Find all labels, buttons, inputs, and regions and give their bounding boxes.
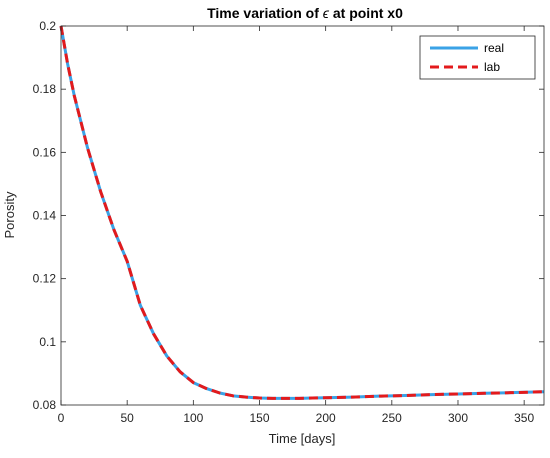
x-axis-label: Time [days] <box>269 431 336 446</box>
legend-label-lab: lab <box>484 60 500 74</box>
series-layer <box>59 25 545 400</box>
y-axis-label: Porosity <box>2 191 17 238</box>
plot-frame <box>60 25 545 406</box>
y-tick-label: 0.12 <box>33 272 57 286</box>
y-tick-label: 0.1 <box>39 335 56 349</box>
x-tick-label: 300 <box>448 411 468 425</box>
x-tick-label: 0 <box>58 411 65 425</box>
x-tick-label: 350 <box>514 411 534 425</box>
plot-background <box>61 26 544 405</box>
chart-title: Time variation of ϵ at point x0 <box>207 5 403 21</box>
series-line-lab <box>59 25 545 400</box>
y-tick-label: 0.08 <box>33 398 57 412</box>
y-tick-label: 0.16 <box>33 145 57 159</box>
legend-box <box>419 35 536 80</box>
x-tick-label: 100 <box>183 411 203 425</box>
x-tick-label: 250 <box>382 411 402 425</box>
legend: real lab <box>419 35 536 80</box>
x-tick-label: 150 <box>249 411 269 425</box>
chart-title-prefix: Time variation of <box>207 5 323 21</box>
y-tick-label: 0.14 <box>33 209 57 223</box>
chart-title-symbol: ϵ <box>323 5 330 21</box>
y-tick-label: 0.18 <box>33 82 57 96</box>
legend-label-real: real <box>484 41 504 55</box>
tick-layer: 0 50 100 150 200 250 300 350 0.08 0.1 0.12 0.14 0.16… <box>33 19 544 425</box>
y-tick-label: 0.2 <box>39 19 56 33</box>
x-tick-label: 50 <box>120 411 134 425</box>
x-tick-label: 200 <box>316 411 336 425</box>
plot-area: 0 50 100 150 200 250 300 350 0.08 0.1 0.12 0.14 0.16… <box>33 19 545 425</box>
chart-title-suffix: at point x0 <box>329 5 403 21</box>
